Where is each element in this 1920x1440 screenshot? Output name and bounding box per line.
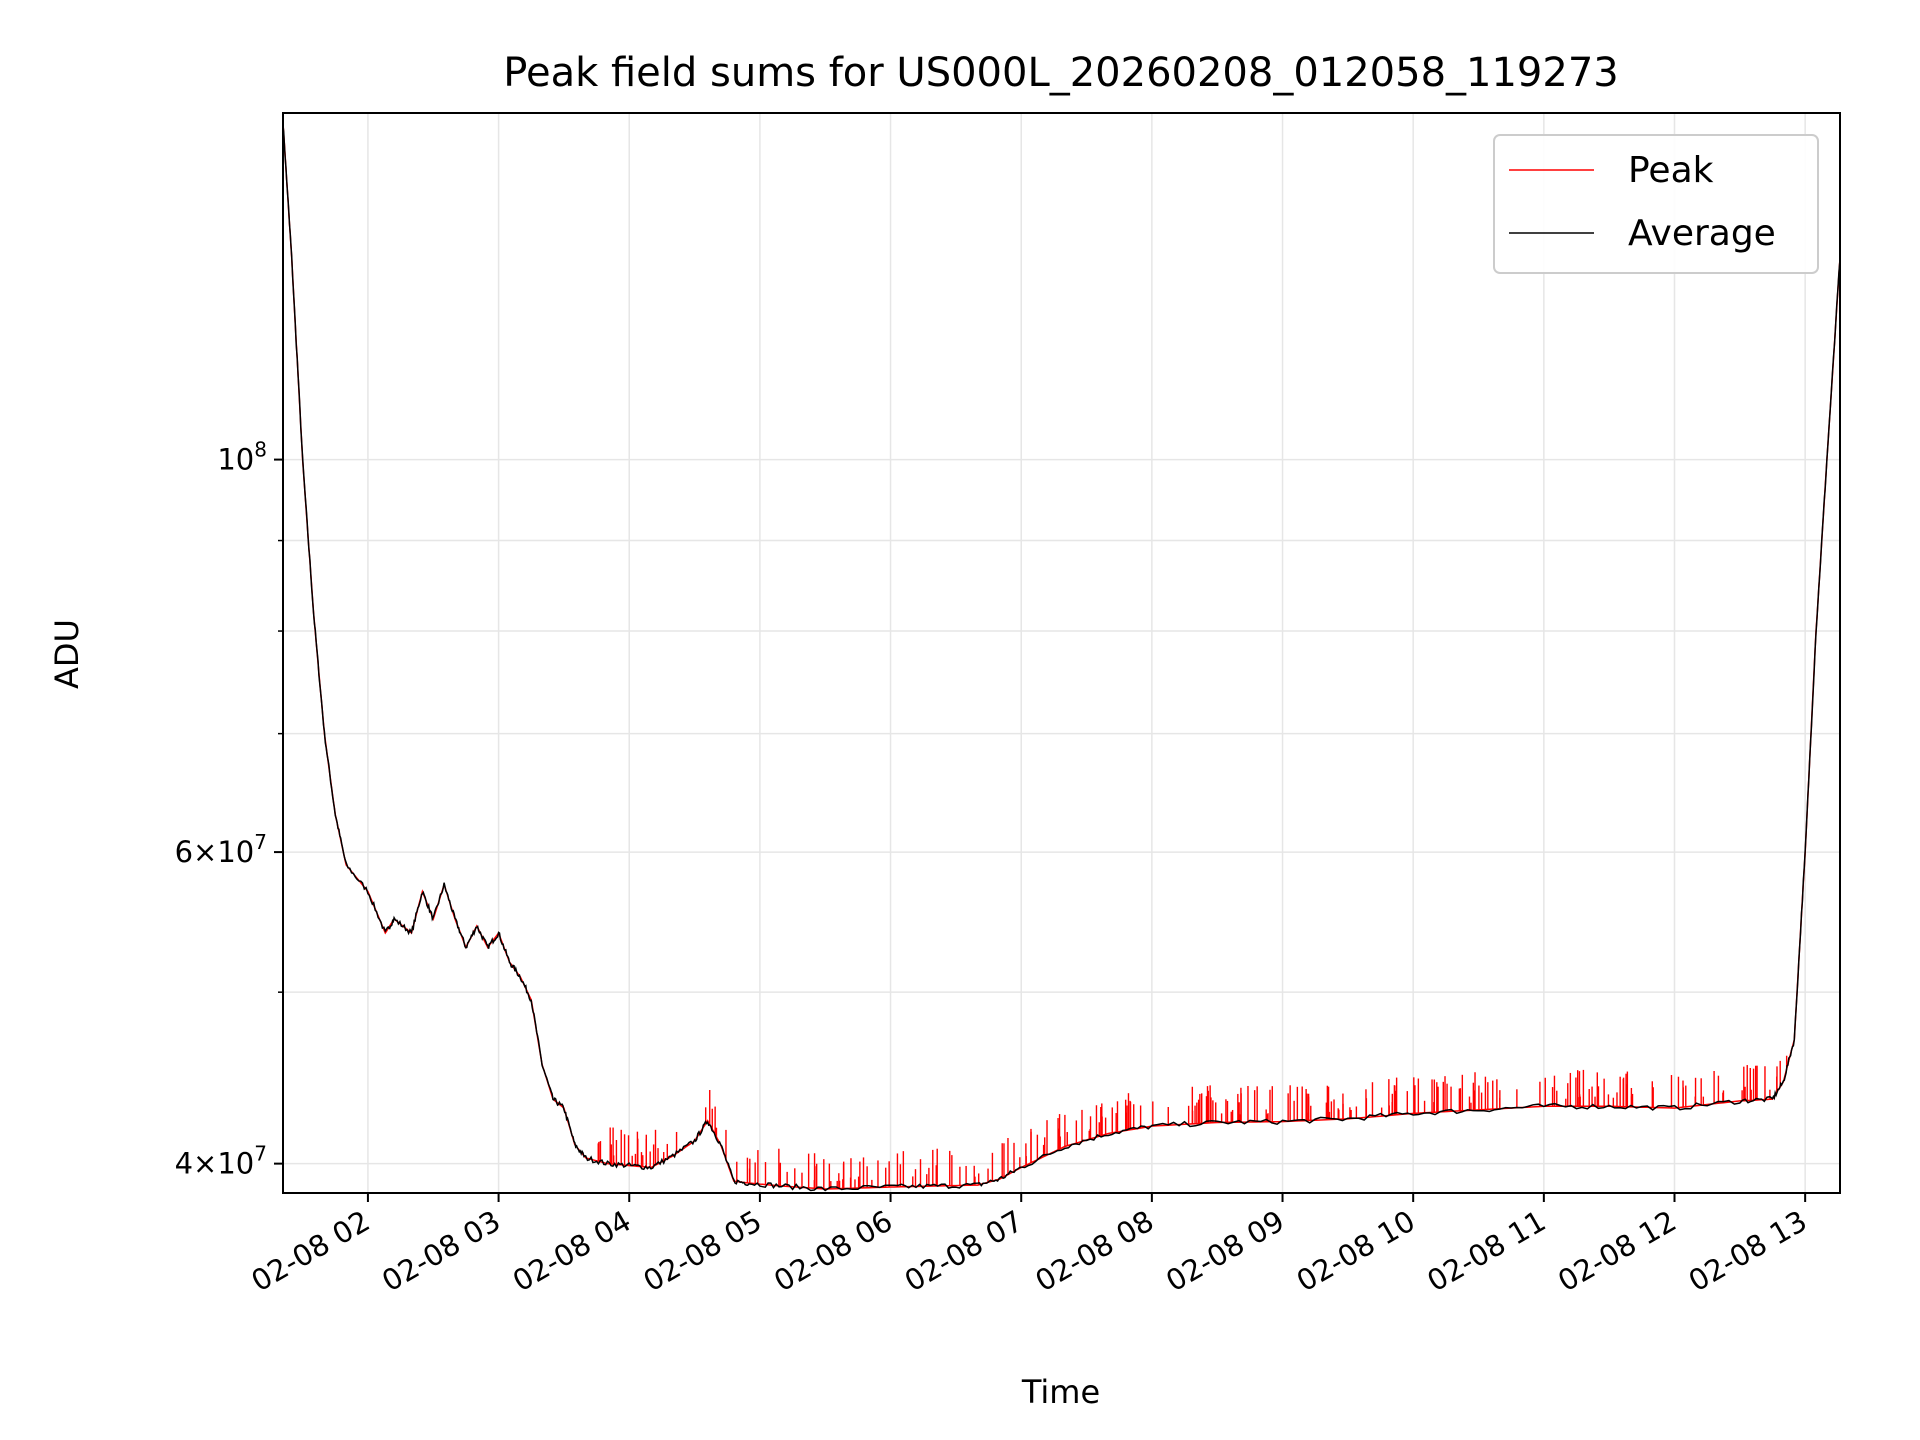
peak-series-spikes	[597, 1055, 1788, 1189]
y-axis-label: ADU	[48, 619, 86, 689]
y-axis-ticks: 4×107 6×107 108	[175, 438, 283, 1181]
plot-area	[283, 122, 1840, 1192]
plot-frame	[282, 112, 1841, 1194]
x-axis-label: Time	[1021, 1373, 1100, 1411]
average-series-line	[283, 125, 1840, 1192]
y-tick-label: 6×107	[175, 830, 267, 869]
y-tick-label: 4×107	[175, 1142, 267, 1181]
chart-title: Peak field sums for US000L_20260208_0120…	[503, 50, 1618, 96]
grid	[283, 113, 1840, 1193]
y-tick-label: 108	[217, 438, 267, 477]
legend-average-label: Average	[1628, 213, 1776, 254]
legend: Peak Average	[1493, 134, 1819, 274]
legend-peak-label: Peak	[1628, 150, 1714, 191]
